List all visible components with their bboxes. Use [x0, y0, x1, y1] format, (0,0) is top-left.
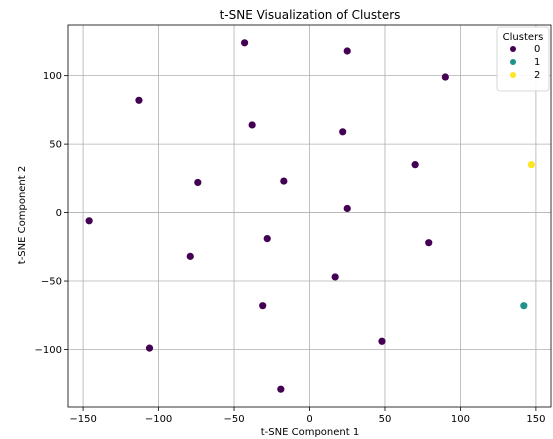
data-point-cluster-0: [263, 234, 271, 243]
data-points: [85, 39, 535, 393]
data-point-cluster-0: [186, 252, 194, 260]
data-point-cluster-1: [520, 302, 528, 310]
data-point-cluster-0: [145, 344, 154, 352]
data-point-cluster-0: [343, 47, 351, 55]
data-point-cluster-0: [259, 302, 267, 310]
data-point-cluster-0: [277, 385, 285, 393]
y-tick-label: 100: [43, 71, 62, 82]
data-point-cluster-0: [411, 161, 419, 169]
data-point-cluster-0: [339, 128, 347, 136]
legend-marker-cluster-1: [510, 59, 516, 65]
data-point-cluster-0: [343, 204, 351, 213]
data-point-cluster-0: [135, 96, 143, 104]
x-axis: −150 −100 −50 0 50 100 150: [69, 407, 545, 425]
data-point-cluster-0: [378, 337, 386, 345]
grid-lines: [68, 25, 551, 407]
data-point-cluster-0: [331, 273, 339, 281]
x-tick-label: 150: [526, 414, 545, 425]
y-axis-label: t-SNE Component 2: [17, 166, 28, 264]
x-tick-label: 50: [379, 414, 392, 425]
legend-marker-cluster-2: [510, 72, 516, 78]
legend-label-cluster-0: 0: [534, 44, 540, 55]
data-point-cluster-0: [425, 239, 433, 247]
legend: Clusters 0 1 2: [496, 26, 550, 92]
y-tick-label: −100: [35, 345, 62, 356]
data-point-cluster-0: [240, 39, 249, 47]
x-tick-label: −100: [145, 414, 172, 425]
legend-items: 0 1 2: [510, 44, 540, 81]
data-point-cluster-2: [527, 161, 535, 169]
legend-marker-cluster-0: [510, 46, 516, 52]
data-point-cluster-0: [280, 177, 288, 185]
data-point-cluster-0: [194, 178, 202, 187]
chart-title: t-SNE Visualization of Clusters: [220, 8, 401, 22]
legend-label-cluster-2: 2: [534, 70, 540, 81]
data-point-cluster-0: [85, 217, 93, 225]
legend-title: Clusters: [503, 32, 544, 43]
y-tick-label: 0: [56, 208, 62, 219]
x-axis-label: t-SNE Component 1: [261, 427, 359, 438]
y-tick-label: −50: [41, 277, 62, 288]
legend-label-cluster-1: 1: [534, 57, 540, 68]
x-tick-label: −150: [69, 414, 96, 425]
y-tick-label: 50: [49, 140, 62, 151]
y-axis: −100 −50 0 50 100: [35, 71, 68, 356]
x-tick-label: 100: [451, 414, 470, 425]
x-tick-label: −50: [223, 414, 244, 425]
x-tick-label: 0: [306, 414, 312, 425]
data-point-cluster-0: [441, 73, 449, 81]
data-point-cluster-0: [248, 121, 256, 129]
